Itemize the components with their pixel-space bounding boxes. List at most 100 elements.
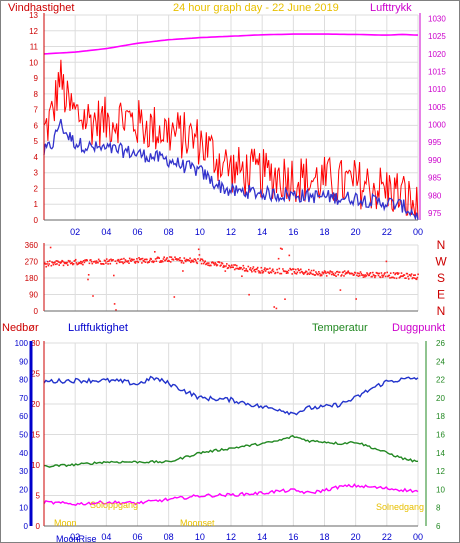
direction-point	[155, 260, 158, 262]
direction-point	[97, 261, 99, 264]
direction-point	[284, 298, 286, 300]
direction-point	[347, 270, 350, 272]
direction-point	[177, 258, 180, 260]
chart-title: 24 hour graph day - 22 June 2019	[173, 2, 339, 14]
precip-tick-label: 50	[19, 431, 28, 440]
top-right-tick-label: 1030	[428, 15, 446, 24]
direction-point	[166, 257, 168, 259]
direction-point	[182, 270, 184, 272]
direction-point	[318, 271, 320, 273]
top-x-tick-label: 12	[226, 227, 236, 237]
precip-tick-label: 100	[15, 339, 29, 348]
direction-point	[218, 261, 221, 264]
direction-point	[116, 259, 119, 262]
direction-point	[112, 259, 114, 261]
direction-point	[128, 262, 130, 264]
direction-point	[356, 274, 358, 277]
direction-point	[242, 264, 245, 267]
direction-point	[59, 262, 62, 264]
direction-point	[331, 273, 333, 276]
direction-point	[54, 261, 56, 263]
direction-point	[394, 273, 396, 276]
humidity-axis-title: Luftfuktighet	[68, 322, 128, 334]
direction-point	[233, 268, 236, 271]
direction-point	[170, 256, 173, 258]
direction-point	[267, 268, 269, 270]
direction-point	[108, 259, 111, 261]
direction-point	[238, 268, 240, 270]
direction-point	[232, 266, 234, 269]
direction-point	[123, 261, 126, 264]
direction-point	[114, 260, 117, 262]
direction-point	[417, 273, 419, 276]
direction-point	[323, 270, 326, 272]
direction-point	[353, 273, 355, 276]
direction-point	[47, 264, 50, 267]
direction-point	[138, 257, 140, 259]
direction-point	[277, 271, 279, 274]
direction-point	[381, 274, 383, 277]
direction-point	[137, 261, 140, 264]
series-layer	[43, 33, 419, 506]
direction-point	[51, 261, 54, 264]
direction-point	[159, 260, 162, 262]
precip-axis-title: Nedbør	[2, 322, 39, 334]
direction-point	[278, 267, 281, 270]
direction-point	[77, 263, 79, 265]
direction-point	[115, 262, 118, 265]
direction-point	[169, 261, 172, 263]
direction-point	[373, 274, 375, 277]
temp-tick-label: 8	[436, 504, 441, 513]
direction-point	[194, 258, 196, 261]
direction-point	[257, 270, 260, 272]
direction-point	[190, 261, 192, 264]
direction-point	[304, 271, 306, 274]
direction-point	[227, 267, 229, 269]
direction-point	[195, 259, 197, 262]
direction-point	[407, 275, 409, 278]
direction-point	[71, 262, 73, 264]
direction-point	[67, 259, 70, 262]
direction-point	[202, 262, 205, 265]
direction-point	[105, 262, 107, 264]
direction-point	[75, 262, 78, 264]
direction-point	[342, 271, 345, 273]
direction-point	[252, 266, 255, 268]
direction-point	[189, 257, 191, 260]
direction-point	[127, 260, 129, 262]
direction-point	[395, 272, 397, 275]
direction-point	[56, 260, 59, 262]
direction-point	[235, 267, 237, 270]
direction-point	[389, 272, 392, 274]
direction-point	[80, 262, 83, 265]
direction-point	[184, 259, 186, 262]
direction-point	[60, 261, 63, 263]
direction-point	[348, 272, 350, 274]
direction-point	[295, 268, 297, 271]
direction-point	[256, 266, 259, 269]
direction-point	[258, 271, 260, 274]
direction-point	[323, 271, 325, 274]
direction-point	[106, 260, 109, 263]
direction-point	[410, 273, 413, 275]
top-right-tick-label: 1010	[428, 85, 446, 94]
direction-point	[46, 263, 48, 265]
direction-point	[243, 267, 245, 269]
direction-point	[247, 265, 250, 268]
humidity-tick-label: 30	[31, 339, 40, 348]
direction-point	[67, 264, 69, 266]
direction-point	[62, 264, 65, 267]
direction-point	[195, 261, 198, 264]
direction-point	[175, 258, 178, 260]
direction-point	[254, 268, 256, 271]
direction-point	[216, 264, 219, 266]
temperature-series	[43, 434, 418, 468]
direction-point	[315, 271, 317, 273]
direction-point	[416, 276, 419, 279]
direction-point	[328, 272, 331, 275]
direction-point	[300, 268, 302, 271]
direction-point	[120, 261, 122, 263]
direction-point	[231, 264, 233, 266]
direction-point	[107, 263, 109, 265]
direction-point	[55, 260, 58, 262]
